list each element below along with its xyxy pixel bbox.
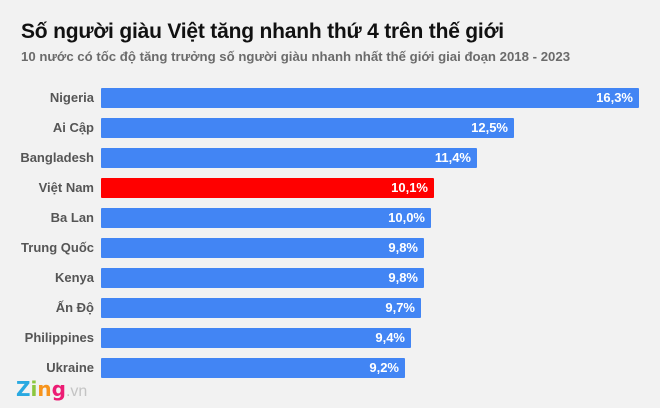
logo-letter-n: n (37, 377, 52, 401)
bar-row: Ukraine 9,2% (0, 358, 660, 378)
value-label: 9,7% (385, 300, 415, 315)
value-label: 9,8% (388, 240, 418, 255)
logo-letter-z: Z (16, 377, 31, 401)
category-label: Kenya (54, 270, 94, 285)
logo-letter-i: i (30, 377, 38, 401)
bar-row: Ba Lan 10,0% (0, 208, 660, 228)
bar: 9,8% (101, 268, 424, 288)
bar: 9,7% (101, 298, 421, 318)
zing-logo: Zing.vn (16, 378, 87, 403)
value-label: 10,1% (391, 180, 428, 195)
bar: 12,5% (101, 118, 514, 138)
bar-row: Ấn Độ 9,7% (0, 298, 660, 318)
category-label: Trung Quốc (21, 240, 94, 255)
value-label: 12,5% (471, 120, 508, 135)
bar-row: Philippines 9,4% (0, 328, 660, 348)
bar: 16,3% (101, 88, 639, 108)
bar: 9,8% (101, 238, 424, 258)
category-label: Việt Nam (38, 180, 94, 195)
category-label: Ấn Độ (55, 300, 94, 315)
category-label: Bangladesh (20, 150, 94, 165)
value-label: 16,3% (596, 90, 633, 105)
bar-row: Bangladesh 11,4% (0, 148, 660, 168)
value-label: 9,4% (375, 330, 405, 345)
logo-suffix: .vn (65, 383, 88, 400)
bar-row: Việt Nam 10,1% (0, 178, 660, 198)
bar-row: Nigeria 16,3% (0, 88, 660, 108)
bar-row: Ai Cập 12,5% (0, 118, 660, 138)
value-label: 9,2% (369, 360, 399, 375)
category-label: Ba Lan (50, 210, 94, 225)
logo-letter-g: g (51, 377, 66, 401)
category-label: Philippines (24, 330, 94, 345)
chart-subtitle: 10 nước có tốc độ tăng trưởng số người g… (21, 49, 571, 64)
value-label: 11,4% (434, 150, 471, 165)
value-label: 9,8% (388, 270, 418, 285)
bar: 9,4% (101, 328, 411, 348)
category-label: Ai Cập (52, 120, 94, 135)
value-label: 10,0% (388, 210, 425, 225)
bar: 9,2% (101, 358, 405, 378)
bar: 10,0% (101, 208, 431, 228)
bar-row: Kenya 9,8% (0, 268, 660, 288)
category-label: Nigeria (49, 90, 94, 105)
highlighted-bar: 10,1% (101, 178, 434, 198)
bar: 11,4% (101, 148, 477, 168)
category-label: Ukraine (46, 360, 94, 375)
chart-title: Số người giàu Việt tăng nhanh thứ 4 trên… (21, 20, 504, 43)
bar-chart: Nigeria 16,3% Ai Cập 12,5% Bangladesh 11,4% Vi… (0, 88, 660, 388)
bar-row: Trung Quốc 9,8% (0, 238, 660, 258)
